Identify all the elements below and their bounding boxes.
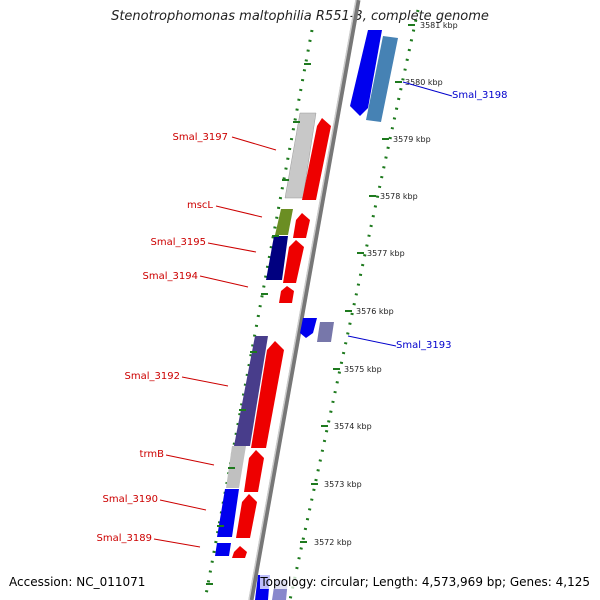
cds-forward-smal_3197[interactable]: [302, 118, 331, 200]
cds-forward-trmB[interactable]: [244, 450, 264, 492]
cds-reverse-mscl[interactable]: [275, 209, 293, 235]
gene-label-trmB[interactable]: trmB: [140, 449, 165, 460]
leader-lines: [153, 81, 453, 548]
kbp-tick-label: 3577 kbp: [367, 249, 405, 258]
cds-reverse-smal_3195[interactable]: [266, 236, 288, 280]
kbp-tick-label: 3573 kbp: [324, 480, 362, 489]
kbp-tick-label: 3576 kbp: [356, 307, 394, 316]
cds-forward-smal_3189[interactable]: [232, 546, 247, 558]
cds-reverse-smal_3192[interactable]: [234, 336, 268, 446]
gene-label-smal_3193[interactable]: Smal_3193: [396, 340, 451, 351]
kbp-ticks: 3581 kbp 3580 kbp 3579 kbp 3578 kbp 3577…: [300, 21, 458, 547]
cds-forward-smal_3193-a[interactable]: [300, 318, 317, 338]
accession-text: Accession: NC_011071: [9, 575, 146, 589]
kbp-tick-label: 3580 kbp: [405, 78, 443, 87]
gene-label-mscl[interactable]: mscL: [187, 200, 213, 211]
kbp-tick-label: 3578 kbp: [380, 192, 418, 201]
topology-text: Topology: circular; Length: 4,573,969 bp…: [260, 575, 590, 589]
kbp-tick-label: 3579 kbp: [393, 135, 431, 144]
cds-forward-top-a[interactable]: [350, 30, 382, 116]
cds-forward-smal_3194[interactable]: [279, 286, 294, 303]
cds-forward-top-b[interactable]: [366, 36, 398, 122]
cds-reverse-smal_3189[interactable]: [215, 543, 231, 556]
gene-label-smal_3197[interactable]: Smal_3197: [173, 132, 228, 143]
cds-forward-smal_3193-b[interactable]: [317, 322, 334, 342]
kbp-tick-label: 3581 kbp: [420, 21, 458, 30]
genome-backbone: [248, 0, 361, 600]
genome-backbone-highlight: [248, 0, 357, 600]
cds-forward-smal_3192[interactable]: [251, 341, 284, 448]
map-title: Stenotrophomonas maltophilia R551-3, com…: [111, 9, 489, 24]
gene-label-smal_3198[interactable]: Smal_3198: [452, 90, 507, 101]
cds-forward-smal_3195[interactable]: [283, 240, 304, 283]
gene-label-smal_3195[interactable]: Smal_3195: [151, 237, 206, 248]
gene-label-smal_3190[interactable]: Smal_3190: [103, 494, 158, 505]
gene-label-smal_3189[interactable]: Smal_3189: [97, 533, 152, 544]
cds-forward-smal_3190[interactable]: [236, 494, 257, 538]
cds-forward-mscl[interactable]: [293, 213, 310, 238]
kbp-tick-label: 3575 kbp: [344, 365, 382, 374]
gene-label-smal_3192[interactable]: Smal_3192: [125, 371, 180, 382]
gene-label-smal_3194[interactable]: Smal_3194: [143, 271, 198, 282]
outer-minor-ticks: [206, 63, 311, 585]
kbp-tick-label: 3574 kbp: [334, 422, 372, 431]
kbp-tick-label: 3572 kbp: [314, 538, 352, 547]
cds-reverse-trmB[interactable]: [226, 446, 246, 488]
inner-tick-guide: [288, 9, 420, 600]
